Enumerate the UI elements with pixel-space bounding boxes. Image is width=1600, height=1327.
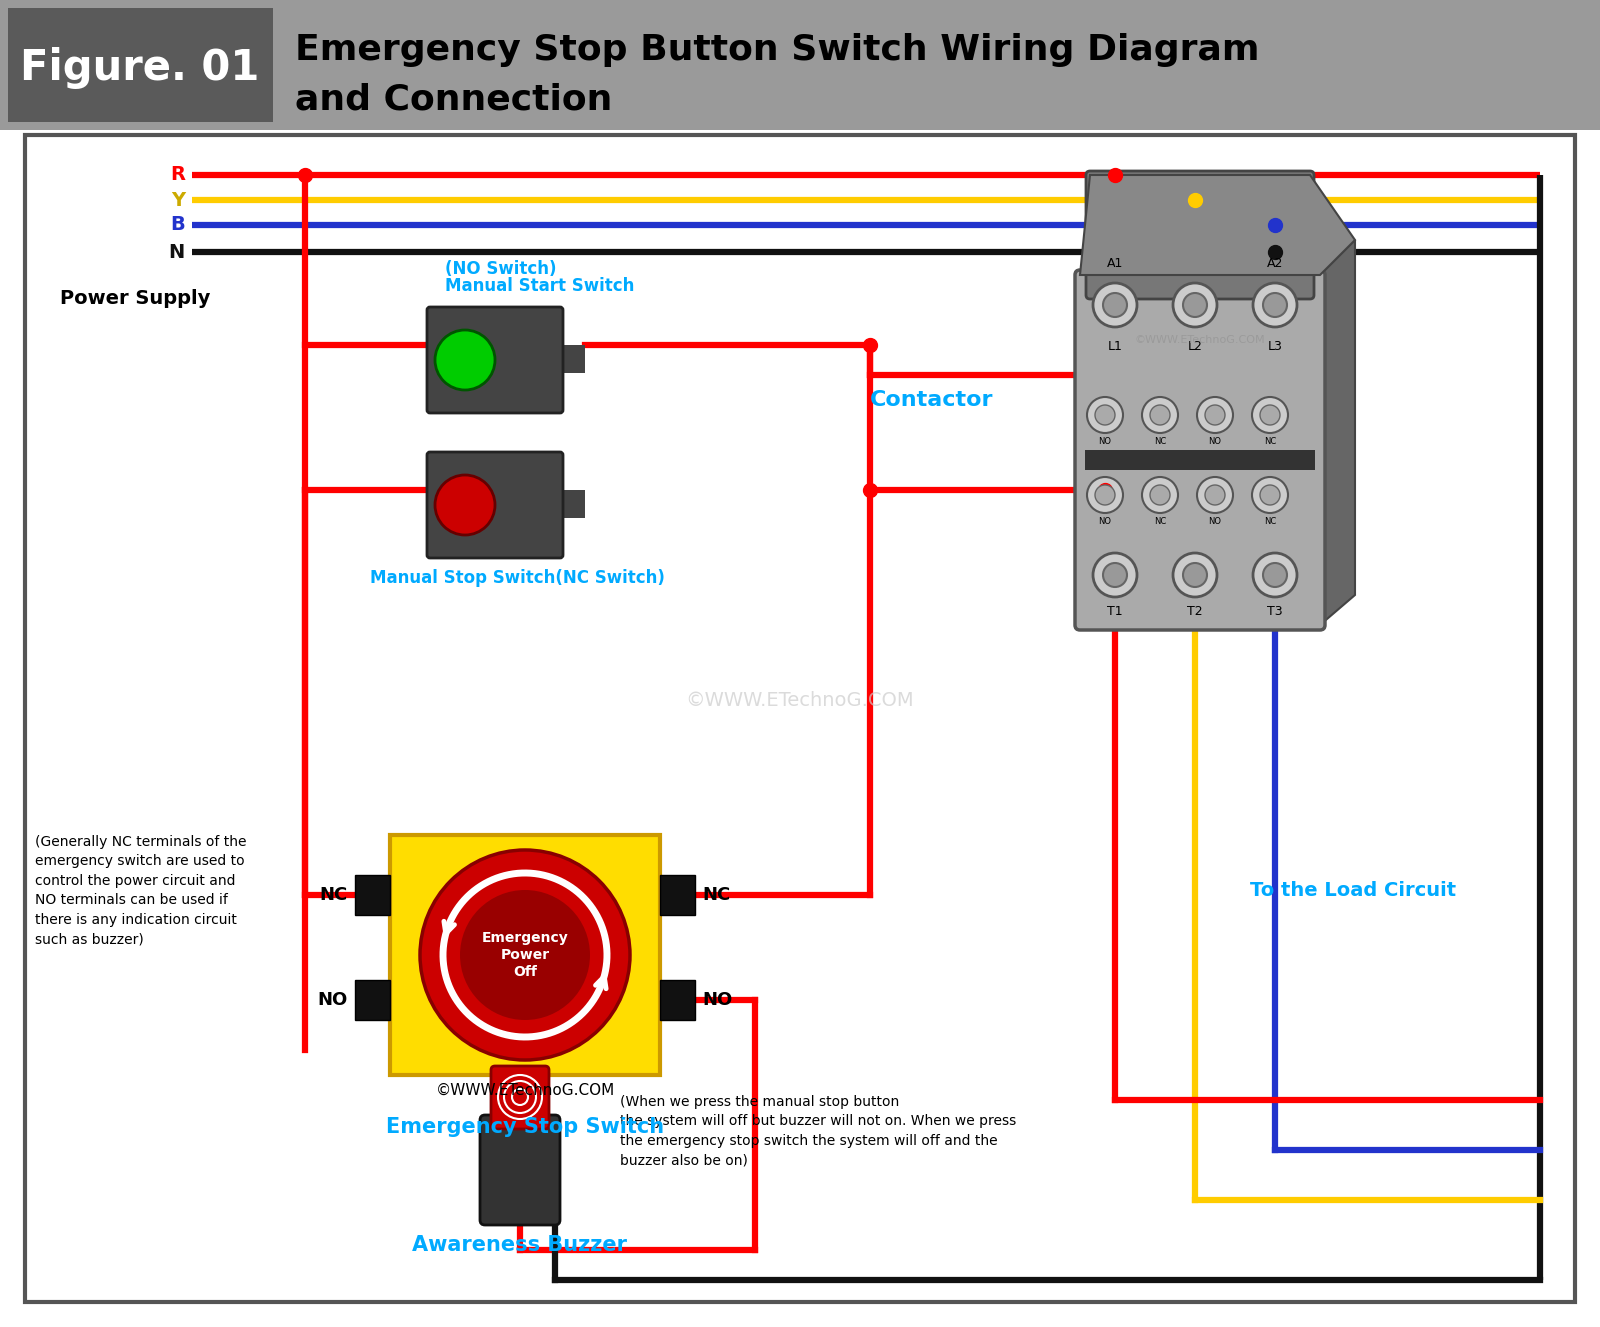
Circle shape — [1251, 397, 1288, 433]
Circle shape — [1251, 476, 1288, 514]
Text: and Connection: and Connection — [294, 84, 613, 117]
Circle shape — [1182, 563, 1206, 587]
Text: Y: Y — [171, 191, 186, 210]
Text: T1: T1 — [1107, 605, 1123, 618]
Bar — [355, 981, 390, 1020]
Circle shape — [1182, 293, 1206, 317]
Circle shape — [1094, 484, 1115, 506]
Circle shape — [1094, 405, 1115, 425]
Circle shape — [1262, 293, 1286, 317]
Text: Figure. 01: Figure. 01 — [21, 46, 259, 89]
Circle shape — [1086, 476, 1123, 514]
Text: Manual Stop Switch(NC Switch): Manual Stop Switch(NC Switch) — [370, 569, 666, 587]
Text: Power Supply: Power Supply — [61, 288, 210, 308]
Text: Awareness Buzzer: Awareness Buzzer — [413, 1235, 627, 1255]
Bar — [355, 874, 390, 916]
Text: A1: A1 — [1107, 257, 1123, 269]
Text: ©WWW.ETechnoG.COM: ©WWW.ETechnoG.COM — [435, 1083, 614, 1097]
Text: L1: L1 — [1107, 340, 1123, 353]
Circle shape — [1197, 397, 1234, 433]
Circle shape — [435, 330, 494, 390]
Text: NO: NO — [1208, 437, 1221, 446]
Bar — [26, 135, 1574, 1302]
Circle shape — [1142, 397, 1178, 433]
Text: NC: NC — [1264, 518, 1277, 525]
Text: Emergency Stop Button Switch Wiring Diagram: Emergency Stop Button Switch Wiring Diag… — [294, 33, 1259, 66]
Circle shape — [1205, 484, 1226, 506]
Circle shape — [1150, 484, 1170, 506]
Text: T3: T3 — [1267, 605, 1283, 618]
FancyBboxPatch shape — [491, 1066, 549, 1129]
Text: B: B — [170, 215, 186, 235]
Circle shape — [1253, 283, 1298, 326]
Circle shape — [1086, 397, 1123, 433]
Text: (NO Switch): (NO Switch) — [445, 260, 557, 277]
Circle shape — [1102, 563, 1126, 587]
Text: NC: NC — [1154, 437, 1166, 446]
Bar — [8, 8, 274, 122]
Bar — [661, 874, 694, 916]
Circle shape — [419, 851, 630, 1060]
Circle shape — [1142, 476, 1178, 514]
Text: A2: A2 — [1267, 257, 1283, 269]
Circle shape — [1253, 553, 1298, 597]
Circle shape — [1173, 283, 1218, 326]
Text: Contactor: Contactor — [870, 390, 994, 410]
Circle shape — [461, 890, 590, 1020]
Text: N: N — [168, 243, 186, 261]
Text: L3: L3 — [1267, 340, 1283, 353]
Circle shape — [1197, 476, 1234, 514]
Text: NO: NO — [1208, 518, 1221, 525]
FancyBboxPatch shape — [427, 307, 563, 413]
Bar — [390, 835, 661, 1075]
Text: R: R — [170, 166, 186, 184]
Text: ©WWW.ETechnoG.COM: ©WWW.ETechnoG.COM — [1134, 334, 1266, 345]
Bar — [0, 0, 1600, 130]
Circle shape — [435, 475, 494, 535]
Circle shape — [1093, 283, 1138, 326]
Circle shape — [1205, 405, 1226, 425]
Text: Emergency Stop Switch: Emergency Stop Switch — [386, 1117, 664, 1137]
Text: NO: NO — [1099, 437, 1112, 446]
Circle shape — [1262, 563, 1286, 587]
Circle shape — [1093, 553, 1138, 597]
FancyBboxPatch shape — [427, 453, 563, 557]
Text: (Generally NC terminals of the
emergency switch are used to
control the power ci: (Generally NC terminals of the emergency… — [35, 835, 246, 946]
Text: NC: NC — [1264, 437, 1277, 446]
Polygon shape — [1320, 240, 1355, 625]
Circle shape — [1102, 293, 1126, 317]
Text: NO: NO — [318, 991, 349, 1009]
Text: Manual Start Switch: Manual Start Switch — [445, 277, 634, 295]
Text: T2: T2 — [1187, 605, 1203, 618]
Bar — [560, 490, 586, 518]
Text: NC: NC — [702, 886, 730, 904]
Text: (When we press the manual stop button
the system will off but buzzer will not on: (When we press the manual stop button th… — [621, 1095, 1016, 1168]
Bar — [560, 345, 586, 373]
Polygon shape — [1080, 175, 1355, 275]
Bar — [1085, 450, 1315, 470]
Text: To the Load Circuit: To the Load Circuit — [1250, 881, 1456, 900]
Text: NC: NC — [1154, 518, 1166, 525]
Circle shape — [1261, 405, 1280, 425]
FancyBboxPatch shape — [1086, 171, 1314, 299]
Text: NO: NO — [1099, 518, 1112, 525]
FancyBboxPatch shape — [1075, 269, 1325, 630]
Circle shape — [1150, 405, 1170, 425]
Text: NO: NO — [702, 991, 733, 1009]
Circle shape — [1173, 553, 1218, 597]
Text: NC: NC — [320, 886, 349, 904]
FancyBboxPatch shape — [480, 1115, 560, 1225]
Text: L2: L2 — [1187, 340, 1203, 353]
Text: ©WWW.ETechnoG.COM: ©WWW.ETechnoG.COM — [686, 690, 914, 710]
Circle shape — [1261, 484, 1280, 506]
Bar — [661, 981, 694, 1020]
Text: Emergency
Power
Off: Emergency Power Off — [482, 930, 568, 979]
